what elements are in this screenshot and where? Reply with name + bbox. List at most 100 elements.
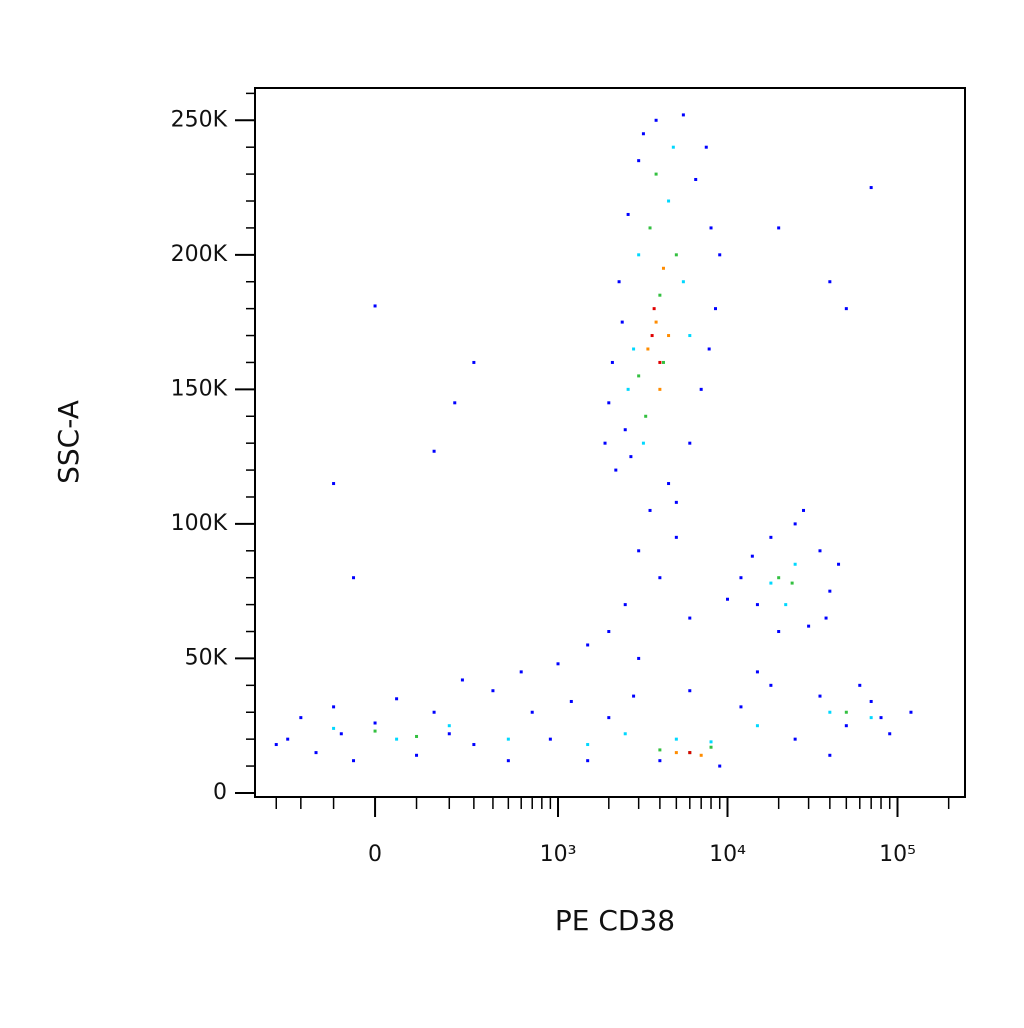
event-dot — [828, 753, 832, 757]
event-dot — [909, 710, 913, 714]
event-dot — [818, 549, 822, 553]
event-dot — [688, 751, 692, 755]
event-dot — [769, 581, 773, 585]
event-dot — [688, 441, 692, 445]
event-dot — [654, 320, 658, 324]
event-dot — [674, 751, 678, 755]
event-dot — [286, 737, 290, 741]
event-dot — [694, 177, 698, 181]
event-dot — [661, 360, 665, 364]
event-dot — [472, 360, 476, 364]
plot-frame — [254, 87, 966, 798]
event-dot — [658, 759, 662, 763]
y-tick-label: 50K — [185, 645, 228, 670]
event-dot — [667, 334, 671, 338]
event-dot — [869, 716, 873, 720]
event-dot — [607, 401, 611, 405]
event-dot — [644, 414, 648, 418]
event-dot — [828, 710, 832, 714]
event-dot — [888, 732, 892, 736]
event-dot — [658, 387, 662, 391]
event-dot — [332, 726, 336, 730]
event-dot — [637, 656, 641, 660]
event-dot — [681, 113, 685, 117]
event-dot — [586, 643, 590, 647]
event-dot — [641, 441, 645, 445]
event-dot — [586, 743, 590, 747]
event-dot — [519, 670, 523, 674]
event-dot — [548, 737, 552, 741]
event-dot — [629, 455, 633, 459]
event-dot — [674, 535, 678, 539]
event-dot — [652, 307, 656, 311]
event-dot — [586, 759, 590, 763]
event-dot — [709, 740, 713, 744]
event-dot — [274, 743, 278, 747]
event-dot — [654, 172, 658, 176]
event-dot — [432, 710, 436, 714]
event-dot — [491, 689, 495, 693]
event-dot — [807, 624, 811, 628]
event-dot — [869, 186, 873, 190]
event-dot — [674, 500, 678, 504]
x-tick-label: 10⁴ — [709, 842, 746, 867]
event-dot — [654, 118, 658, 122]
event-dot — [373, 304, 377, 308]
event-dot — [828, 589, 832, 593]
event-dot — [726, 597, 730, 601]
event-dot — [667, 482, 671, 486]
event-dot — [824, 616, 828, 620]
event-dot — [432, 449, 436, 453]
event-dot — [472, 743, 476, 747]
event-dot — [506, 759, 510, 763]
event-dot — [637, 374, 641, 378]
event-dot — [769, 535, 773, 539]
event-dot — [607, 716, 611, 720]
event-dot — [623, 732, 627, 736]
event-dot — [858, 683, 862, 687]
event-dot — [793, 562, 797, 566]
event-dot — [718, 253, 722, 257]
event-dot — [637, 253, 641, 257]
event-dot — [777, 576, 781, 580]
event-dot — [828, 280, 832, 284]
event-dot — [699, 387, 703, 391]
event-dot — [637, 549, 641, 553]
event-dot — [671, 145, 675, 149]
event-dot — [314, 751, 318, 755]
event-dot — [447, 732, 451, 736]
event-dot — [299, 716, 303, 720]
event-dot — [658, 293, 662, 297]
y-tick-label: 250K — [171, 107, 228, 132]
event-dot — [844, 724, 848, 728]
event-dot — [415, 753, 419, 757]
x-axis-label: PE CD38 — [555, 904, 675, 937]
event-dot — [784, 603, 788, 607]
y-tick-label: 100K — [171, 511, 228, 536]
event-dot — [837, 562, 841, 566]
event-dot — [617, 280, 621, 284]
event-dot — [793, 737, 797, 741]
event-dot — [755, 670, 759, 674]
event-dot — [373, 729, 377, 733]
event-dot — [818, 694, 822, 698]
event-dot — [632, 694, 636, 698]
x-tick-label: 0 — [368, 842, 382, 867]
y-tick-label: 200K — [171, 242, 228, 267]
event-dot — [879, 716, 883, 720]
event-dot — [632, 347, 636, 351]
event-dot — [650, 334, 654, 338]
event-dot — [658, 576, 662, 580]
event-dot — [661, 266, 665, 270]
event-dot — [718, 764, 722, 768]
event-dot — [648, 508, 652, 512]
event-dot — [844, 307, 848, 311]
event-dot — [646, 347, 650, 351]
event-dot — [739, 576, 743, 580]
event-dot — [506, 737, 510, 741]
event-dot — [453, 401, 457, 405]
event-dot — [395, 697, 399, 701]
y-tick-label: 150K — [171, 376, 228, 401]
event-dot — [447, 724, 451, 728]
